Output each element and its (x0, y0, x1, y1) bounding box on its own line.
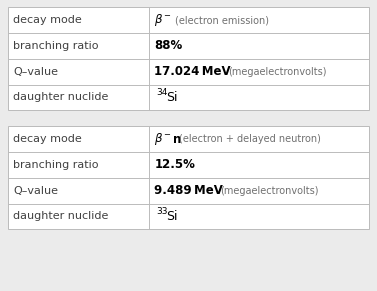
Text: branching ratio: branching ratio (13, 41, 99, 51)
Text: decay mode: decay mode (13, 15, 82, 25)
Text: 34: 34 (156, 88, 168, 97)
Bar (8, 126, 369, 229)
Text: 17.024 MeV: 17.024 MeV (154, 65, 231, 78)
Text: branching ratio: branching ratio (13, 160, 99, 170)
Text: Q–value: Q–value (13, 186, 58, 196)
Text: daughter nuclide: daughter nuclide (13, 212, 109, 221)
Text: Si: Si (166, 91, 177, 104)
Text: (megaelectronvolts): (megaelectronvolts) (220, 186, 319, 196)
Text: n: n (173, 133, 182, 146)
Text: daughter nuclide: daughter nuclide (13, 93, 109, 102)
Text: (megaelectronvolts): (megaelectronvolts) (228, 67, 326, 77)
Text: 12.5%: 12.5% (154, 158, 195, 171)
Text: $\beta^-$: $\beta^-$ (154, 131, 172, 147)
Text: Q–value: Q–value (13, 67, 58, 77)
Text: (electron + delayed neutron): (electron + delayed neutron) (179, 134, 321, 144)
Text: 33: 33 (156, 207, 168, 216)
Text: (electron emission): (electron emission) (175, 15, 269, 25)
Text: Si: Si (166, 210, 177, 223)
Text: $\beta^-$: $\beta^-$ (154, 12, 172, 28)
Bar (8, 7, 369, 110)
Text: decay mode: decay mode (13, 134, 82, 144)
Text: 88%: 88% (154, 39, 182, 52)
Text: 9.489 MeV: 9.489 MeV (154, 184, 223, 197)
